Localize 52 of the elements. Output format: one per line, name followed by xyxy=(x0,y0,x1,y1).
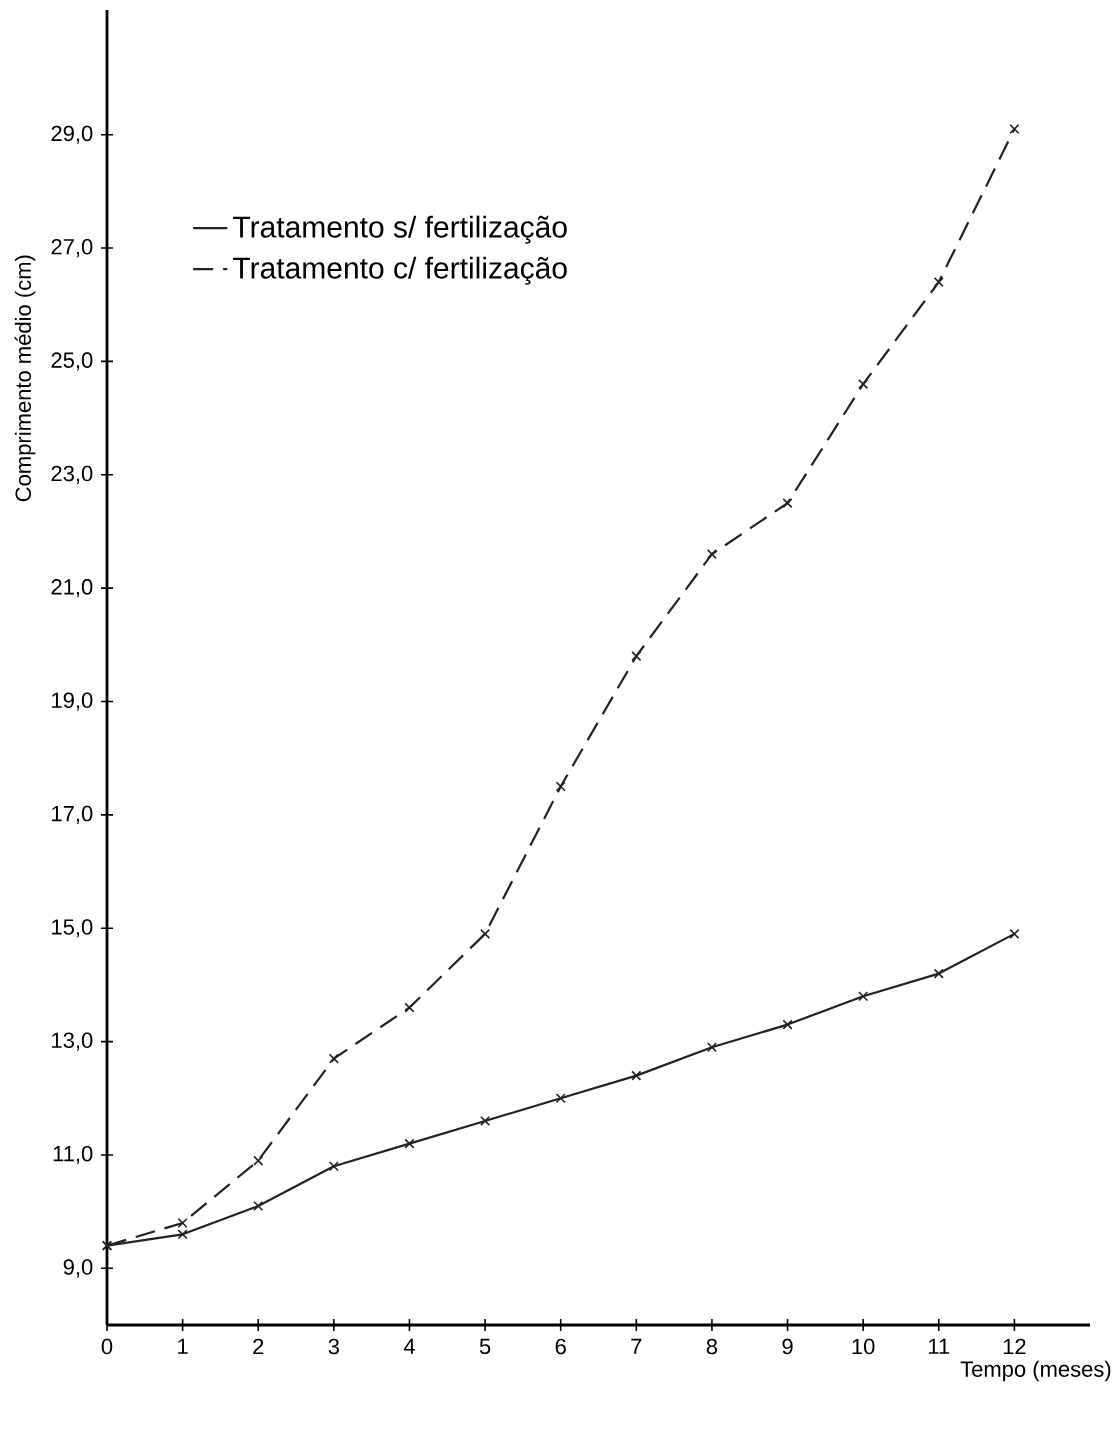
point xyxy=(480,928,491,939)
x-tick-label: 5 xyxy=(479,1338,491,1355)
point xyxy=(328,1161,339,1172)
y-tick-label: 17,0 xyxy=(52,805,93,824)
point xyxy=(782,498,793,509)
y-tick-label: 15,0 xyxy=(52,919,93,938)
point xyxy=(1009,123,1020,135)
y-axis-title: Comprimento médio (cm) xyxy=(14,255,36,502)
x-tick-label: 12 xyxy=(1003,1338,1026,1355)
x-tick-label: 8 xyxy=(706,1338,718,1355)
point xyxy=(404,1138,415,1149)
point xyxy=(480,1115,491,1126)
point xyxy=(706,1042,717,1053)
legend-label: Tratamento c/ fertilização xyxy=(233,256,567,285)
point xyxy=(404,1002,415,1013)
x-tick-label: 6 xyxy=(555,1338,566,1355)
point xyxy=(177,1217,188,1229)
y-tick-label: 29,0 xyxy=(51,125,93,144)
point xyxy=(555,1093,566,1104)
y-tick-label: 19,0 xyxy=(52,692,93,711)
x-tick-label: 11 xyxy=(929,1338,950,1354)
point xyxy=(177,1229,188,1240)
legend-label: Tratamento s/ fertilização xyxy=(233,215,567,244)
x-tick-label: 3 xyxy=(328,1338,339,1355)
x-tick-label: 1 xyxy=(178,1338,188,1354)
point xyxy=(933,968,944,979)
point xyxy=(253,1155,264,1166)
point xyxy=(858,379,869,390)
point xyxy=(631,651,642,662)
point xyxy=(782,1019,793,1030)
y-tick-label: 25,0 xyxy=(51,352,93,371)
x-axis-title: Tempo (meses) xyxy=(960,1360,1111,1382)
x-tick-label: 10 xyxy=(852,1338,875,1355)
x-tick-label: 2 xyxy=(253,1338,264,1355)
point xyxy=(555,781,566,792)
y-tick-label: 21,0 xyxy=(51,579,93,598)
point xyxy=(328,1053,339,1064)
point xyxy=(253,1200,264,1212)
y-tick-label: 11,0 xyxy=(53,1145,93,1165)
point xyxy=(933,277,944,288)
point xyxy=(1009,928,1020,939)
y-tick-label: 27,0 xyxy=(51,238,93,258)
point xyxy=(631,1070,642,1081)
x-tick-label: 9 xyxy=(782,1338,793,1355)
x-tick-label: 0 xyxy=(101,1338,113,1355)
x-tick-label: 4 xyxy=(403,1338,415,1354)
point xyxy=(858,991,869,1002)
x-tick-label: 7 xyxy=(631,1338,642,1354)
y-tick-label: 9,0 xyxy=(63,1259,93,1278)
point xyxy=(706,549,717,560)
y-tick-label: 23,0 xyxy=(51,465,93,484)
y-tick-label: 13,0 xyxy=(52,1032,93,1051)
